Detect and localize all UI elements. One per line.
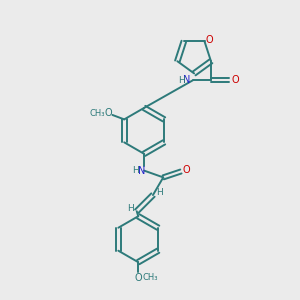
Text: O: O xyxy=(231,75,239,85)
Text: O: O xyxy=(134,273,142,283)
Text: N: N xyxy=(183,75,190,85)
Text: O: O xyxy=(183,165,190,175)
Text: CH₃: CH₃ xyxy=(89,109,105,118)
Text: H: H xyxy=(178,76,184,85)
Text: CH₃: CH₃ xyxy=(143,273,158,282)
Text: H: H xyxy=(156,188,163,196)
Text: H: H xyxy=(133,166,139,175)
Text: O: O xyxy=(206,35,213,45)
Text: N: N xyxy=(138,166,146,176)
Text: O: O xyxy=(105,108,112,118)
Text: H: H xyxy=(127,204,134,213)
